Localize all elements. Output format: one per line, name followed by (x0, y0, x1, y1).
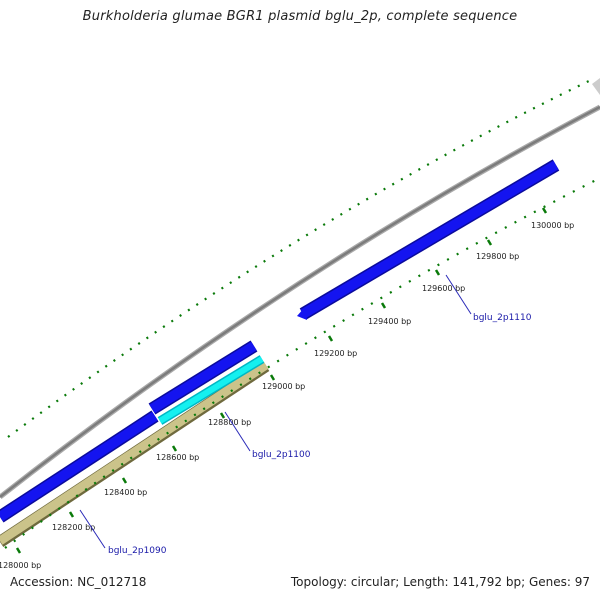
genome-backbone (0, 105, 600, 498)
topology-text: Topology: circular (291, 575, 403, 589)
cds-bglu-2p1090[interactable] (0, 411, 158, 522)
tick-label: 130000 bp (531, 221, 574, 230)
accession-label: Accession: (10, 575, 74, 589)
gene-label-leader (445, 274, 472, 315)
major-tick (269, 374, 276, 381)
gene-label-bglu-2p1100[interactable]: bglu_2p1100 (252, 450, 311, 460)
major-ticks (15, 207, 548, 554)
genome-backbone-shadow (0, 104, 600, 499)
gene-label-bglu-2p1110[interactable]: bglu_2p1110 (473, 313, 532, 323)
cds-bglu-2p1110-arrowhead (297, 307, 307, 320)
gene-reverse-band[interactable] (0, 361, 269, 545)
backbone-end-marker (592, 78, 600, 95)
gene-label-leader (79, 509, 106, 549)
major-tick (380, 302, 387, 309)
accession-value: NC_012718 (77, 575, 147, 589)
tick-label: 129000 bp (262, 382, 305, 391)
tick-label: 129800 bp (476, 252, 519, 261)
accession-footer: Accession: NC_012718 (10, 575, 146, 589)
tick-label: 128200 bp (52, 523, 95, 532)
major-tick (68, 511, 75, 518)
major-tick (541, 207, 548, 214)
gene-label-leader (224, 411, 251, 452)
major-tick (171, 445, 178, 452)
sequence-stats-footer: Topology: circularLength: 141,792 bpGene… (291, 575, 590, 589)
map-title: Burkholderia glumae BGR1 plasmid bglu_2p… (82, 9, 518, 24)
cds-bglu-2p1100-forward[interactable] (149, 341, 257, 414)
length-text: Length: 141,792 bp (403, 575, 529, 589)
major-tick (434, 269, 441, 276)
major-tick (219, 412, 226, 419)
tick-label: 128800 bp (208, 418, 251, 427)
tick-label: 129600 bp (422, 284, 465, 293)
major-tick (121, 477, 128, 484)
tick-label: 128600 bp (156, 453, 199, 462)
major-tick (486, 239, 493, 246)
tick-label: 128000 bp (0, 561, 41, 570)
tick-label: 129400 bp (368, 317, 411, 326)
tick-label: 129200 bp (314, 349, 357, 358)
tick-label: 128400 bp (104, 488, 147, 497)
cds-bglu-2p1100-reverse[interactable] (158, 356, 264, 424)
major-tick (15, 547, 22, 554)
inner-tick-ring (4, 177, 600, 549)
genes-count-text: Genes: 97 (528, 575, 590, 589)
gene-label-bglu-2p1090[interactable]: bglu_2p1090 (108, 546, 167, 556)
major-tick (327, 335, 334, 342)
cds-bglu-2p1110[interactable] (300, 160, 559, 319)
